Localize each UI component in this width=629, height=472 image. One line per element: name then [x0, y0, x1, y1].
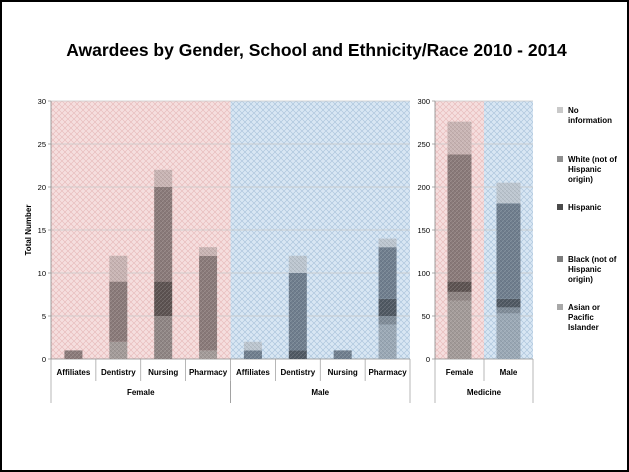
right-chart: 0 50 100 150 200 250 300 Female Male Medicine [417, 97, 534, 403]
bar-male-dentistry-white-not-of-hispanic-origin-texture [288, 273, 307, 351]
bar-female-nursing-no-information-texture [154, 169, 173, 187]
left-category-label: Pharmacy [368, 368, 407, 377]
legend-hispanic-label: Hispanic [568, 203, 602, 212]
bar-male-dentistry-no-information-texture [288, 255, 307, 273]
left-ytick-label: 20 [38, 183, 46, 192]
legend-asian-or-pacific-islander-label: Pacific [568, 313, 594, 322]
bar-female-pharmacy-no-information-texture [199, 247, 218, 256]
bar-medicine-male-no-information-texture [496, 182, 521, 204]
legend-black-not-of-hispanic-origin-label: Hispanic [568, 265, 602, 274]
bar-medicine-female-no-information-texture [447, 121, 472, 155]
bar-female-dentistry-white-not-of-hispanic-origin-texture [109, 281, 128, 342]
bar-female-dentistry-no-information-texture [109, 255, 128, 282]
left-category-label: Affiliates [57, 368, 91, 377]
left-ytick-label: 10 [38, 269, 46, 278]
legend-white-not-of-hispanic-origin-label: White (not of [568, 155, 617, 164]
legend-white-not-of-hispanic-origin-label: origin) [568, 175, 593, 184]
legend-no-information-label: information [568, 116, 612, 125]
bar-male-affiliates-no-information-texture [243, 341, 262, 351]
bar-male-dentistry-hispanic-texture [288, 350, 307, 359]
bar-male-pharmacy-no-information-texture [378, 238, 397, 248]
right-ytick-label: 0 [426, 355, 430, 364]
chart-title: Awardees by Gender, School and Ethnicity… [66, 40, 567, 60]
right-ytick-label: 200 [417, 183, 430, 192]
legend-asian-or-pacific-islander-label: Asian or [568, 303, 600, 312]
legend-hispanic-swatch [557, 204, 563, 210]
bar-medicine-male-white-not-of-hispanic-origin-texture [496, 203, 521, 299]
bar-female-affiliates-white-not-of-hispanic-origin-texture [64, 350, 83, 359]
bar-female-nursing-hispanic-texture [154, 281, 173, 316]
bar-medicine-male-hispanic-texture [496, 298, 521, 308]
legend-no-information-label: No [568, 106, 579, 115]
left-y-axis-label: Total Number [24, 205, 33, 256]
bar-female-nursing-black-not-of-hispanic-origin-texture [154, 316, 173, 359]
legend-black-not-of-hispanic-origin-label: Black (not of [568, 255, 617, 264]
right-category-label: Male [500, 368, 518, 377]
bar-female-pharmacy-white-not-of-hispanic-origin-texture [199, 255, 218, 351]
left-ytick-label: 30 [38, 97, 46, 106]
left-chart: 0 5 10 15 20 25 30 Total Number Affiliates Dentis… [24, 97, 411, 403]
bar-medicine-female-asian-or-pacific-islander-texture [447, 300, 472, 359]
legend-white-not-of-hispanic-origin-label: Hispanic [568, 165, 602, 174]
legend-white-not-of-hispanic-origin-swatch [557, 156, 563, 162]
legend-asian-or-pacific-islander-swatch [557, 304, 563, 310]
left-ytick-label: 15 [38, 226, 46, 235]
bar-male-pharmacy-asian-or-pacific-islander-texture [378, 324, 397, 359]
legend-no-information-swatch [557, 107, 563, 113]
left-ytick-label: 25 [38, 140, 46, 149]
legend-black-not-of-hispanic-origin-swatch [557, 256, 563, 262]
left-category-label: Dentistry [280, 368, 315, 377]
right-ytick-label: 100 [417, 269, 430, 278]
left-category-label: Affiliates [236, 368, 270, 377]
bar-male-pharmacy-black-not-of-hispanic-origin-texture [378, 316, 397, 325]
legend-black-not-of-hispanic-origin-label: origin) [568, 275, 593, 284]
left-category-label: Dentistry [101, 368, 136, 377]
bar-female-pharmacy-asian-or-pacific-islander-texture [199, 350, 218, 359]
left-group-label-male: Male [311, 388, 329, 397]
bar-male-pharmacy-white-not-of-hispanic-origin-texture [378, 247, 397, 299]
bar-male-pharmacy-hispanic-texture [378, 298, 397, 316]
left-category-label: Nursing [148, 368, 178, 377]
bar-male-nursing-white-not-of-hispanic-origin-texture [333, 350, 352, 359]
right-category-label: Female [446, 368, 474, 377]
bar-medicine-female-hispanic-texture [447, 281, 472, 292]
bar-female-dentistry-asian-or-pacific-islander-texture [109, 341, 128, 359]
bar-female-nursing-white-not-of-hispanic-origin-texture [154, 187, 173, 282]
left-category-label: Nursing [328, 368, 358, 377]
right-ytick-label: 150 [417, 226, 430, 235]
left-group-label-female: Female [127, 388, 155, 397]
bar-male-affiliates-white-not-of-hispanic-origin-texture [243, 350, 262, 359]
right-ytick-label: 50 [422, 312, 430, 321]
bar-medicine-female-black-not-of-hispanic-origin-texture [447, 291, 472, 301]
right-group-label-medicine: Medicine [467, 388, 502, 397]
right-ytick-label: 250 [417, 140, 430, 149]
bar-medicine-male-asian-or-pacific-islander-texture [496, 313, 521, 359]
bar-medicine-female-white-not-of-hispanic-origin-texture [447, 154, 472, 282]
left-ytick-label: 0 [42, 355, 46, 364]
left-category-label: Pharmacy [189, 368, 228, 377]
legend-asian-or-pacific-islander-label: Islander [568, 323, 599, 332]
left-ytick-label: 5 [42, 312, 46, 321]
right-ytick-label: 300 [417, 97, 430, 106]
bar-medicine-male-black-not-of-hispanic-origin-texture [496, 307, 521, 314]
